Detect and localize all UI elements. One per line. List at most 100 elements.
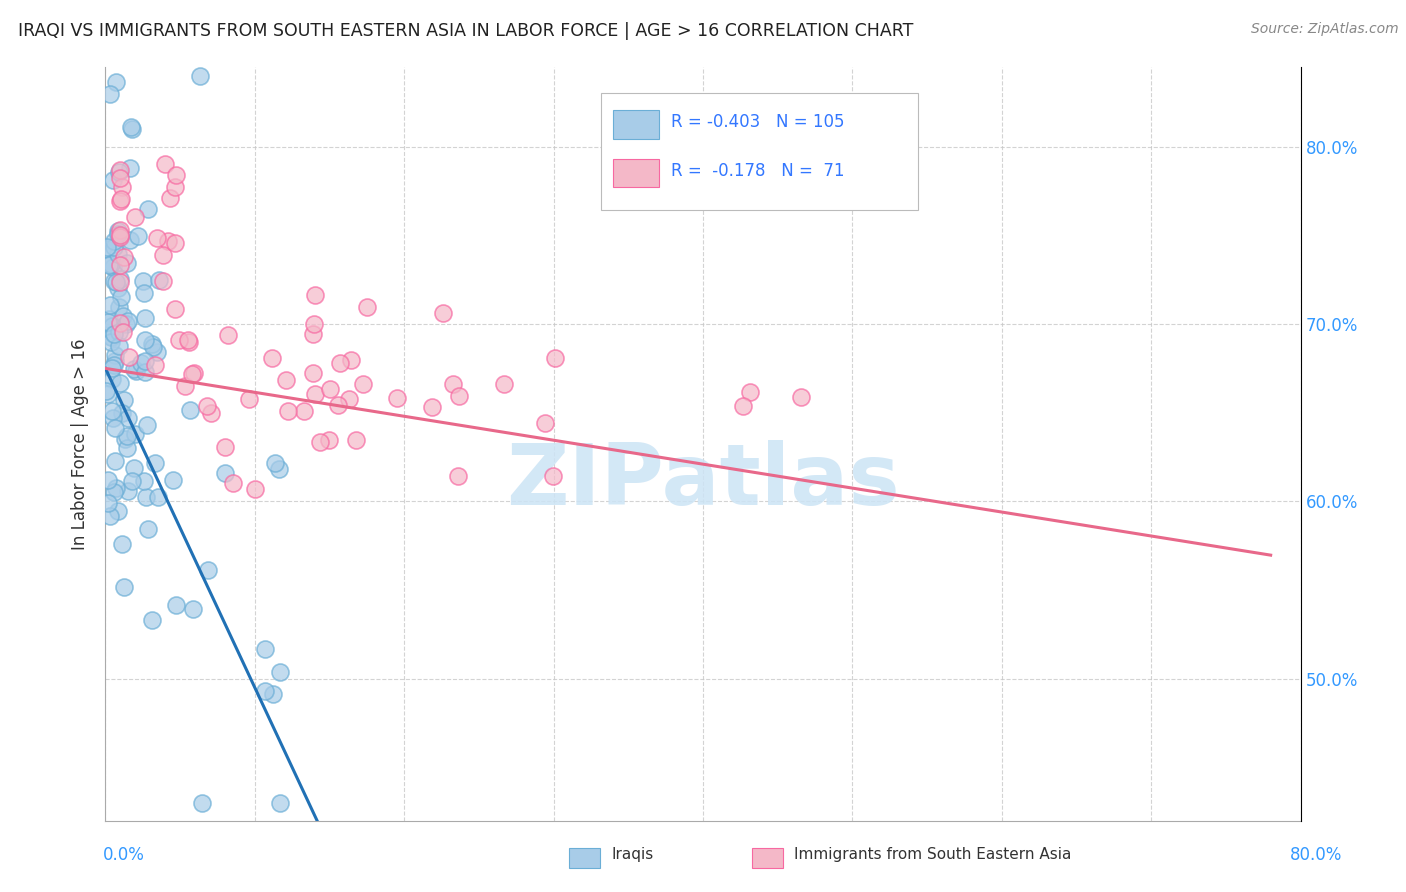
Point bbox=[197, 563, 219, 577]
Point bbox=[304, 288, 326, 302]
Point bbox=[134, 334, 156, 348]
Point bbox=[162, 473, 184, 487]
Point bbox=[110, 192, 132, 206]
Point bbox=[264, 456, 287, 470]
Point bbox=[110, 162, 132, 177]
Point bbox=[94, 384, 117, 398]
Point bbox=[101, 361, 124, 376]
Point bbox=[97, 474, 120, 488]
Point bbox=[165, 235, 187, 250]
Point bbox=[447, 469, 470, 483]
Point bbox=[115, 428, 138, 442]
Point bbox=[156, 234, 179, 248]
Point bbox=[200, 406, 222, 420]
Point bbox=[117, 314, 139, 328]
Point bbox=[304, 387, 326, 401]
Text: IRAQI VS IMMIGRANTS FROM SOUTH EASTERN ASIA IN LABOR FORCE | AGE > 16 CORRELATIO: IRAQI VS IMMIGRANTS FROM SOUTH EASTERN A… bbox=[18, 22, 914, 40]
Text: ZIPatlas: ZIPatlas bbox=[506, 440, 900, 523]
Point bbox=[181, 367, 204, 381]
Point bbox=[269, 796, 291, 810]
Point bbox=[143, 358, 166, 372]
Point bbox=[274, 373, 297, 387]
Point bbox=[534, 417, 557, 431]
Point bbox=[262, 687, 284, 701]
Point bbox=[110, 290, 132, 304]
Point bbox=[267, 462, 290, 476]
Point bbox=[387, 391, 409, 405]
Point bbox=[108, 272, 131, 286]
Bar bbox=[613, 159, 659, 187]
Point bbox=[98, 298, 121, 312]
Point bbox=[494, 376, 516, 391]
Text: 80.0%: 80.0% bbox=[1291, 846, 1343, 863]
Point bbox=[104, 454, 127, 468]
Point bbox=[103, 358, 125, 372]
Point bbox=[269, 665, 291, 680]
Point bbox=[329, 356, 352, 370]
Point bbox=[136, 202, 159, 216]
Point bbox=[134, 365, 156, 379]
Point bbox=[107, 227, 129, 242]
Point bbox=[132, 474, 155, 488]
Point bbox=[98, 87, 121, 101]
Point bbox=[302, 326, 325, 341]
Point bbox=[195, 399, 218, 413]
Point bbox=[97, 315, 120, 329]
Point bbox=[153, 157, 176, 171]
Point bbox=[100, 329, 122, 343]
Point bbox=[97, 387, 120, 401]
Point bbox=[344, 433, 367, 447]
Text: Iraqis: Iraqis bbox=[612, 847, 654, 862]
Point bbox=[127, 229, 149, 244]
Point bbox=[277, 404, 299, 418]
Point bbox=[352, 376, 374, 391]
Point bbox=[125, 364, 148, 378]
Point bbox=[134, 353, 156, 368]
Point bbox=[100, 509, 122, 524]
Point bbox=[108, 376, 131, 391]
Point bbox=[163, 302, 186, 317]
Point bbox=[132, 286, 155, 301]
Point bbox=[112, 250, 135, 264]
Point bbox=[441, 376, 464, 391]
Point bbox=[308, 434, 330, 449]
Point bbox=[96, 242, 118, 256]
Point bbox=[136, 523, 159, 537]
Text: Immigrants from South Eastern Asia: Immigrants from South Eastern Asia bbox=[794, 847, 1071, 862]
Text: Source: ZipAtlas.com: Source: ZipAtlas.com bbox=[1251, 22, 1399, 37]
Point bbox=[129, 355, 152, 369]
Point bbox=[181, 602, 204, 616]
Point bbox=[117, 484, 139, 499]
Point bbox=[104, 348, 127, 362]
Point bbox=[146, 344, 169, 359]
Point bbox=[188, 69, 211, 83]
Point bbox=[107, 281, 129, 295]
Point bbox=[302, 317, 325, 331]
Point bbox=[110, 230, 132, 244]
Point bbox=[111, 537, 134, 551]
Point bbox=[420, 400, 443, 414]
Point bbox=[97, 496, 120, 510]
Point bbox=[356, 300, 378, 314]
Point bbox=[544, 351, 567, 365]
Point bbox=[337, 392, 360, 406]
Point bbox=[98, 312, 121, 326]
Point bbox=[117, 410, 139, 425]
Point bbox=[103, 173, 125, 187]
Point bbox=[191, 796, 214, 810]
Point bbox=[104, 481, 127, 495]
Point bbox=[111, 406, 134, 420]
Text: 0.0%: 0.0% bbox=[103, 846, 145, 863]
Point bbox=[110, 171, 132, 186]
Point bbox=[790, 390, 813, 404]
Point bbox=[302, 366, 325, 380]
Point bbox=[318, 433, 340, 447]
Point bbox=[110, 317, 132, 331]
Point bbox=[143, 456, 166, 470]
Point bbox=[107, 224, 129, 238]
Point bbox=[174, 379, 197, 393]
Point bbox=[449, 389, 471, 403]
Point bbox=[141, 337, 163, 351]
Point bbox=[238, 392, 260, 406]
Point bbox=[103, 235, 125, 249]
